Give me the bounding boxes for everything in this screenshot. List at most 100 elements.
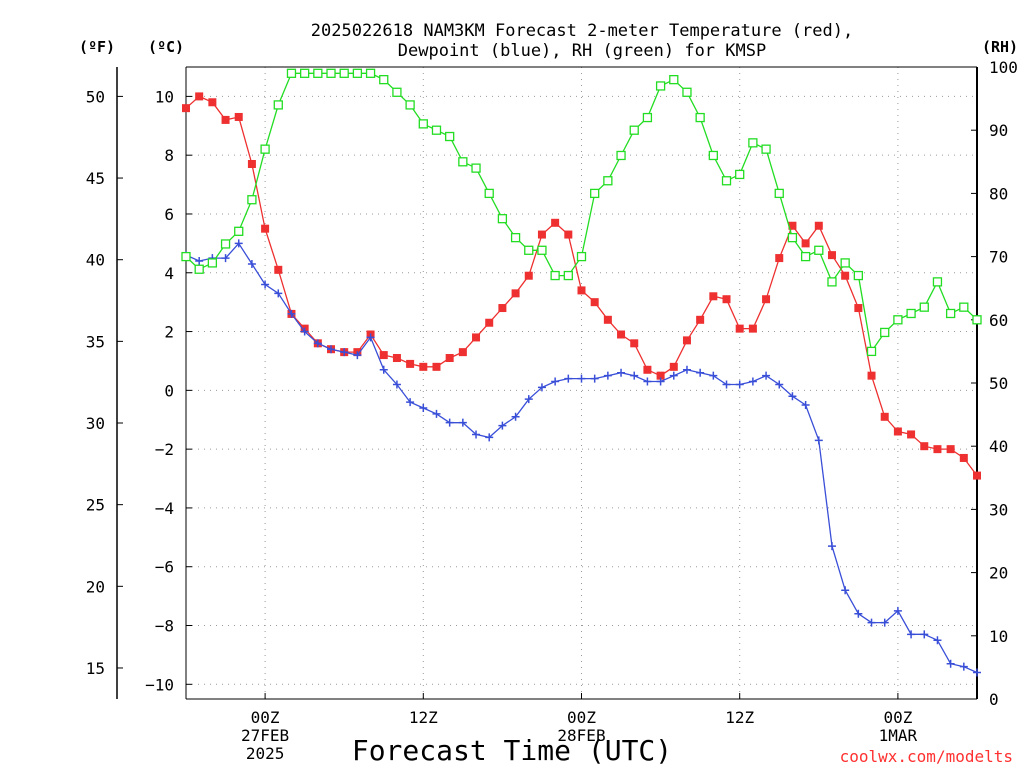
- data-point-temperature: [643, 365, 652, 374]
- data-point-dewpoint: [445, 418, 454, 427]
- data-point-rh: [484, 188, 494, 199]
- rh-tick-label: 100: [989, 58, 1018, 77]
- data-point-dewpoint: [630, 371, 639, 380]
- data-point-rh: [326, 68, 336, 78]
- data-point-rh: [761, 144, 771, 154]
- data-point-dewpoint: [590, 374, 599, 383]
- celsius-tick-label: 2: [164, 323, 174, 342]
- data-point-dewpoint: [880, 618, 889, 627]
- data-point-rh: [972, 315, 982, 325]
- x-tick-label: 27FEB: [241, 726, 289, 745]
- celsius-tick-label: −4: [155, 499, 174, 518]
- rh-tick-label: 70: [989, 248, 1008, 267]
- data-point-temperature: [788, 221, 797, 230]
- data-point-dewpoint: [577, 374, 586, 383]
- data-point-dewpoint: [762, 371, 771, 380]
- rh-unit-label: (RH): [982, 38, 1018, 56]
- data-point-dewpoint: [920, 630, 929, 639]
- data-point-dewpoint: [287, 309, 296, 318]
- data-point-dewpoint: [379, 365, 388, 374]
- data-point-dewpoint: [617, 368, 626, 377]
- data-point-temperature: [485, 318, 494, 327]
- data-point-rh: [708, 150, 718, 161]
- rh-tick-label: 90: [989, 121, 1008, 140]
- data-point-dewpoint: [669, 371, 678, 380]
- data-point-temperature: [814, 221, 823, 230]
- data-point-dewpoint: [867, 618, 876, 627]
- data-point-temperature: [907, 430, 916, 439]
- x-tick-label: 12Z: [409, 708, 438, 727]
- data-point-dewpoint: [722, 380, 731, 389]
- data-point-temperature: [827, 251, 836, 260]
- data-point-dewpoint: [485, 433, 494, 442]
- data-point-rh: [220, 239, 231, 249]
- data-point-dewpoint: [458, 418, 467, 427]
- data-point-dewpoint: [603, 371, 612, 380]
- data-point-rh: [550, 270, 560, 281]
- data-point-rh: [919, 302, 929, 312]
- data-point-temperature: [261, 224, 270, 233]
- celsius-tick-label: −8: [155, 617, 174, 636]
- data-point-rh: [194, 264, 204, 274]
- data-point-dewpoint: [946, 659, 955, 668]
- data-point-temperature: [946, 445, 955, 454]
- fahrenheit-tick-label: 40: [86, 251, 105, 270]
- data-point-rh: [906, 308, 916, 319]
- fahrenheit-tick-label: 30: [86, 414, 105, 433]
- data-point-dewpoint: [234, 239, 243, 248]
- rh-tick-label: 20: [989, 564, 1008, 583]
- data-point-rh: [866, 346, 877, 357]
- x-tick-label: 00Z: [883, 708, 912, 727]
- data-point-rh: [418, 119, 428, 129]
- data-point-rh: [352, 68, 363, 78]
- data-point-rh: [932, 277, 943, 287]
- data-point-dewpoint: [682, 365, 691, 374]
- data-point-temperature: [406, 359, 415, 368]
- data-point-temperature: [973, 471, 981, 480]
- data-point-rh: [840, 258, 850, 268]
- data-point-rh: [774, 188, 784, 199]
- data-point-rh: [445, 131, 455, 142]
- data-point-dewpoint: [300, 327, 309, 336]
- data-point-rh: [590, 188, 600, 199]
- data-point-dewpoint: [775, 380, 784, 389]
- chart-title-line-2: Dewpoint (blue), RH (green) for KMSP: [398, 41, 766, 61]
- series-layer: [181, 68, 982, 677]
- data-point-temperature: [841, 271, 850, 280]
- data-point-dewpoint: [537, 383, 546, 392]
- data-point-rh: [207, 258, 218, 268]
- data-point-temperature: [959, 453, 968, 462]
- data-point-rh: [655, 81, 666, 91]
- fahrenheit-tick-label: 25: [86, 496, 105, 515]
- data-point-dewpoint: [788, 392, 797, 401]
- data-point-rh: [695, 112, 705, 123]
- data-point-dewpoint: [247, 259, 256, 268]
- data-point-rh: [181, 251, 191, 262]
- data-point-rh: [497, 214, 508, 224]
- celsius-tick-label: 6: [164, 205, 174, 224]
- data-point-temperature: [208, 98, 217, 107]
- data-point-rh: [247, 195, 257, 205]
- series-line-temperature: [185, 95, 978, 476]
- data-point-temperature: [524, 271, 533, 280]
- data-point-temperature: [274, 265, 283, 274]
- data-point-rh: [959, 302, 969, 312]
- data-point-dewpoint: [524, 395, 533, 404]
- data-point-temperature: [458, 348, 467, 357]
- fahrenheit-tick-label: 45: [86, 169, 105, 188]
- data-point-rh: [365, 68, 376, 78]
- data-point-temperature: [893, 427, 902, 436]
- data-point-temperature: [709, 292, 718, 301]
- data-point-dewpoint: [551, 377, 560, 386]
- celsius-unit-label: (ºC): [148, 38, 184, 56]
- data-point-dewpoint: [959, 662, 968, 671]
- data-point-temperature: [221, 115, 230, 124]
- data-point-dewpoint: [327, 345, 336, 354]
- data-point-temperature: [564, 230, 573, 239]
- data-point-rh: [814, 245, 824, 255]
- data-point-temperature: [195, 92, 204, 101]
- fahrenheit-unit-label: (ºF): [79, 38, 115, 56]
- data-point-rh: [431, 125, 442, 135]
- data-point-temperature: [682, 336, 691, 345]
